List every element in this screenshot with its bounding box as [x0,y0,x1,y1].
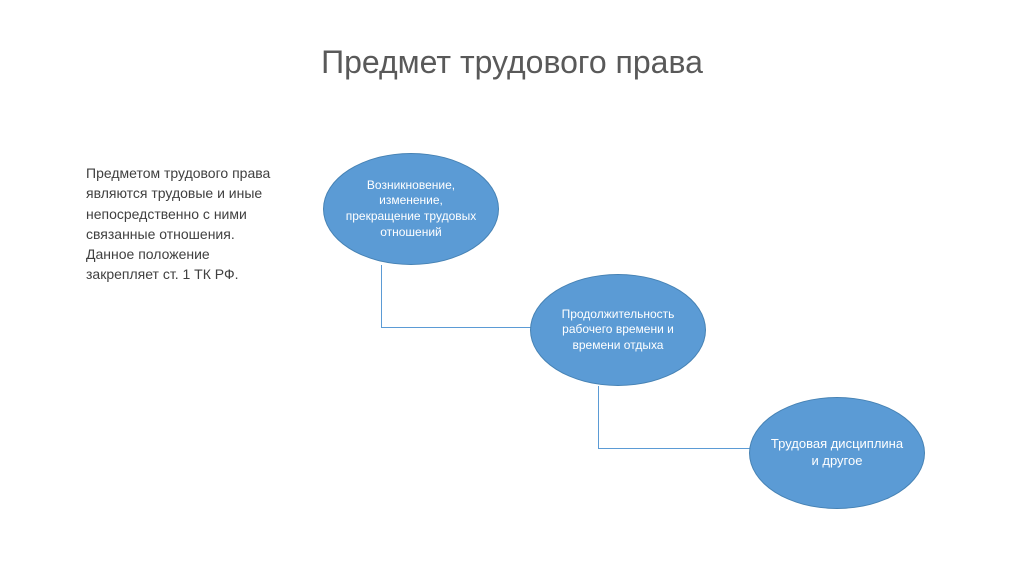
page-title: Предмет трудового права [0,44,1024,81]
diagram-node-label: Трудовая дисциплина и другое [770,436,904,470]
connector-1 [381,265,531,328]
diagram-node-1: Возникновение, изменение, прекращение тр… [323,153,499,265]
diagram-node-label: Возникновение, изменение, прекращение тр… [344,178,478,240]
diagram-node-label: Продолжительность рабочего времени и вре… [551,307,685,354]
description-paragraph: Предметом трудового права являются трудо… [86,163,276,285]
diagram-node-3: Трудовая дисциплина и другое [749,397,925,509]
diagram-node-2: Продолжительность рабочего времени и вре… [530,274,706,386]
connector-2 [598,386,750,449]
